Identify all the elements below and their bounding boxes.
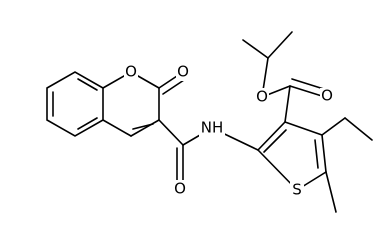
bond xyxy=(263,129,287,153)
bond xyxy=(325,171,337,213)
atom-label: NH xyxy=(201,119,224,137)
atom-label: S xyxy=(292,181,302,199)
atom-label: O xyxy=(177,63,189,81)
atom-label: O xyxy=(321,87,333,105)
bond xyxy=(284,85,291,123)
bond xyxy=(314,139,319,169)
atom-label: O xyxy=(125,63,137,81)
bond xyxy=(321,134,327,173)
bond xyxy=(257,121,286,151)
atom-label: O xyxy=(174,180,186,198)
bond xyxy=(284,121,323,136)
bond xyxy=(158,119,184,146)
bond xyxy=(77,117,98,130)
bond xyxy=(130,119,160,137)
bond xyxy=(102,119,132,137)
atom-labels: O O NH O O O S xyxy=(124,63,334,199)
bond xyxy=(77,78,98,91)
bond xyxy=(46,71,104,137)
bond xyxy=(162,79,185,95)
bond xyxy=(289,85,326,98)
bond xyxy=(242,39,269,59)
bond xyxy=(344,117,373,141)
bond xyxy=(267,31,293,59)
bond xyxy=(132,123,154,130)
atom-label: O xyxy=(256,88,268,106)
bond xyxy=(321,117,346,136)
